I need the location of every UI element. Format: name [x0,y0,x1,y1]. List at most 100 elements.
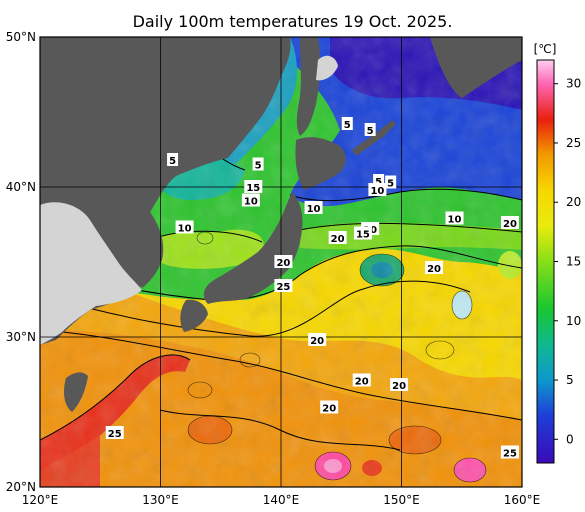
contour-label-text: 5 [367,126,374,137]
contour-label-box [390,378,409,391]
map-area: 5555151055101010102020152020202520202020… [40,37,522,487]
contour-label-text: 20 [310,336,324,347]
contour-label-text: 5 [169,156,176,167]
contour-label-text: 15 [356,230,370,241]
colorbar-tick-label: 30 [566,77,581,91]
contour-label-box [341,117,353,130]
contour-label: 20 [352,373,371,388]
colorbar-ramp [536,59,555,464]
contour-label-box [352,373,371,387]
contour-label: 20 [320,400,339,415]
colorbar-unit: [℃] [534,42,557,56]
contour-label-text: 20 [331,234,345,245]
contour-label: 20 [328,231,347,245]
contour-label-text: 20 [427,264,441,275]
contour-label-text: 15 [246,183,260,194]
contour-label-box [244,180,263,193]
contour-label-text: 20 [355,377,369,388]
contour-label-box [241,193,260,207]
contour-label-text: 10 [448,215,462,226]
contour-label-text: 10 [307,204,321,215]
contour-label-box [320,400,339,414]
contour-label: 5 [364,123,376,137]
contour-label-text: 25 [108,429,122,440]
map-title: Daily 100m temperatures 19 Oct. 2025. [132,12,453,31]
contour-label-box [353,226,372,240]
lat-tick-label: 40°N [6,180,36,194]
contour-label-text: 5 [255,161,262,172]
contour-label: 20 [390,378,409,392]
contour-label-box [274,279,293,292]
contour-label-box [308,333,327,346]
colorbar-tick-label: 15 [566,255,581,269]
contour-label-text: 10 [178,224,192,235]
contour-label: 20 [274,255,293,269]
lat-tick-label: 20°N [6,480,36,494]
colorbar-tick-label: 20 [566,195,581,209]
contour-label-box [328,231,347,244]
contour-label-text: 20 [322,404,336,415]
colorbar-tick-label: 0 [566,432,574,446]
contour-label: 20 [500,216,519,230]
contour-label-text: 25 [276,282,290,293]
contour-label-box [500,216,519,229]
contour-label: 5 [385,175,397,190]
contour-label: 10 [368,183,387,197]
contour-label: 15 [353,226,372,241]
contour-label-box [167,153,179,166]
contour-label-box [445,211,464,225]
contour-label: 10 [445,211,464,226]
contour-label-text: 25 [503,449,517,460]
contour-label: 25 [105,426,124,440]
contour-label: 25 [274,279,293,293]
lon-tick-label: 130°E [142,493,179,507]
contour-label: 5 [341,117,353,131]
colorbar-tick-label: 25 [566,136,581,150]
contour-label-box [304,201,323,214]
lon-tick-label: 120°E [22,493,59,507]
contour-label-box [105,426,124,439]
colorbar: [℃] 30 25 20 15 10 5 0 [534,42,581,464]
contour-label-text: 20 [392,381,406,392]
contour-label-text: 5 [387,179,394,190]
contour-label-box [175,220,194,234]
land [40,37,522,412]
contour-label-text: 10 [370,186,384,197]
contour-label-box [364,123,376,136]
contour-label-box [425,261,444,274]
lon-tick-label: 150°E [383,493,420,507]
contour-label: 5 [252,157,264,172]
contour-label: 5 [167,153,179,167]
lat-tick-label: 50°N [6,30,36,44]
contour-label-text: 5 [375,177,382,188]
contour-label: 20 [425,261,444,275]
contour-label: 25 [500,445,519,460]
contour-label: 5 [373,174,385,188]
contour-label-box [373,174,385,187]
longitude-axis: 120°E 130°E 140°E 150°E 160°E [22,493,541,507]
contour-label-text: 20 [503,219,517,230]
colorbar-tick-label: 10 [566,314,581,328]
contour-label-box [368,183,387,196]
contour-label-text: 10 [244,197,258,208]
latitude-axis: 50°N 40°N 30°N 20°N [6,30,36,494]
contour-label-text: 20 [276,258,290,269]
contour-label: 15 [244,180,263,194]
contour-label-box [274,255,293,268]
colorbar-ticks: 30 25 20 15 10 5 0 [554,77,581,446]
contour-label: 10 [175,220,194,235]
lon-tick-label: 140°E [263,493,300,507]
map-frame [39,36,523,488]
lat-tick-label: 30°N [6,330,36,344]
contour-label: 20 [308,333,327,347]
colorbar-tick-label: 5 [566,373,574,387]
contour-label: 10 [304,201,323,215]
contour-label-box [252,157,264,171]
contour-label-text: 5 [344,120,351,131]
lon-tick-label: 160°E [504,493,541,507]
contour-labels: 5555151055101010102020152020202520202020… [105,117,519,460]
contour-label-box [385,175,397,189]
contour-label-box [500,445,519,459]
contour-label: 10 [241,193,260,208]
